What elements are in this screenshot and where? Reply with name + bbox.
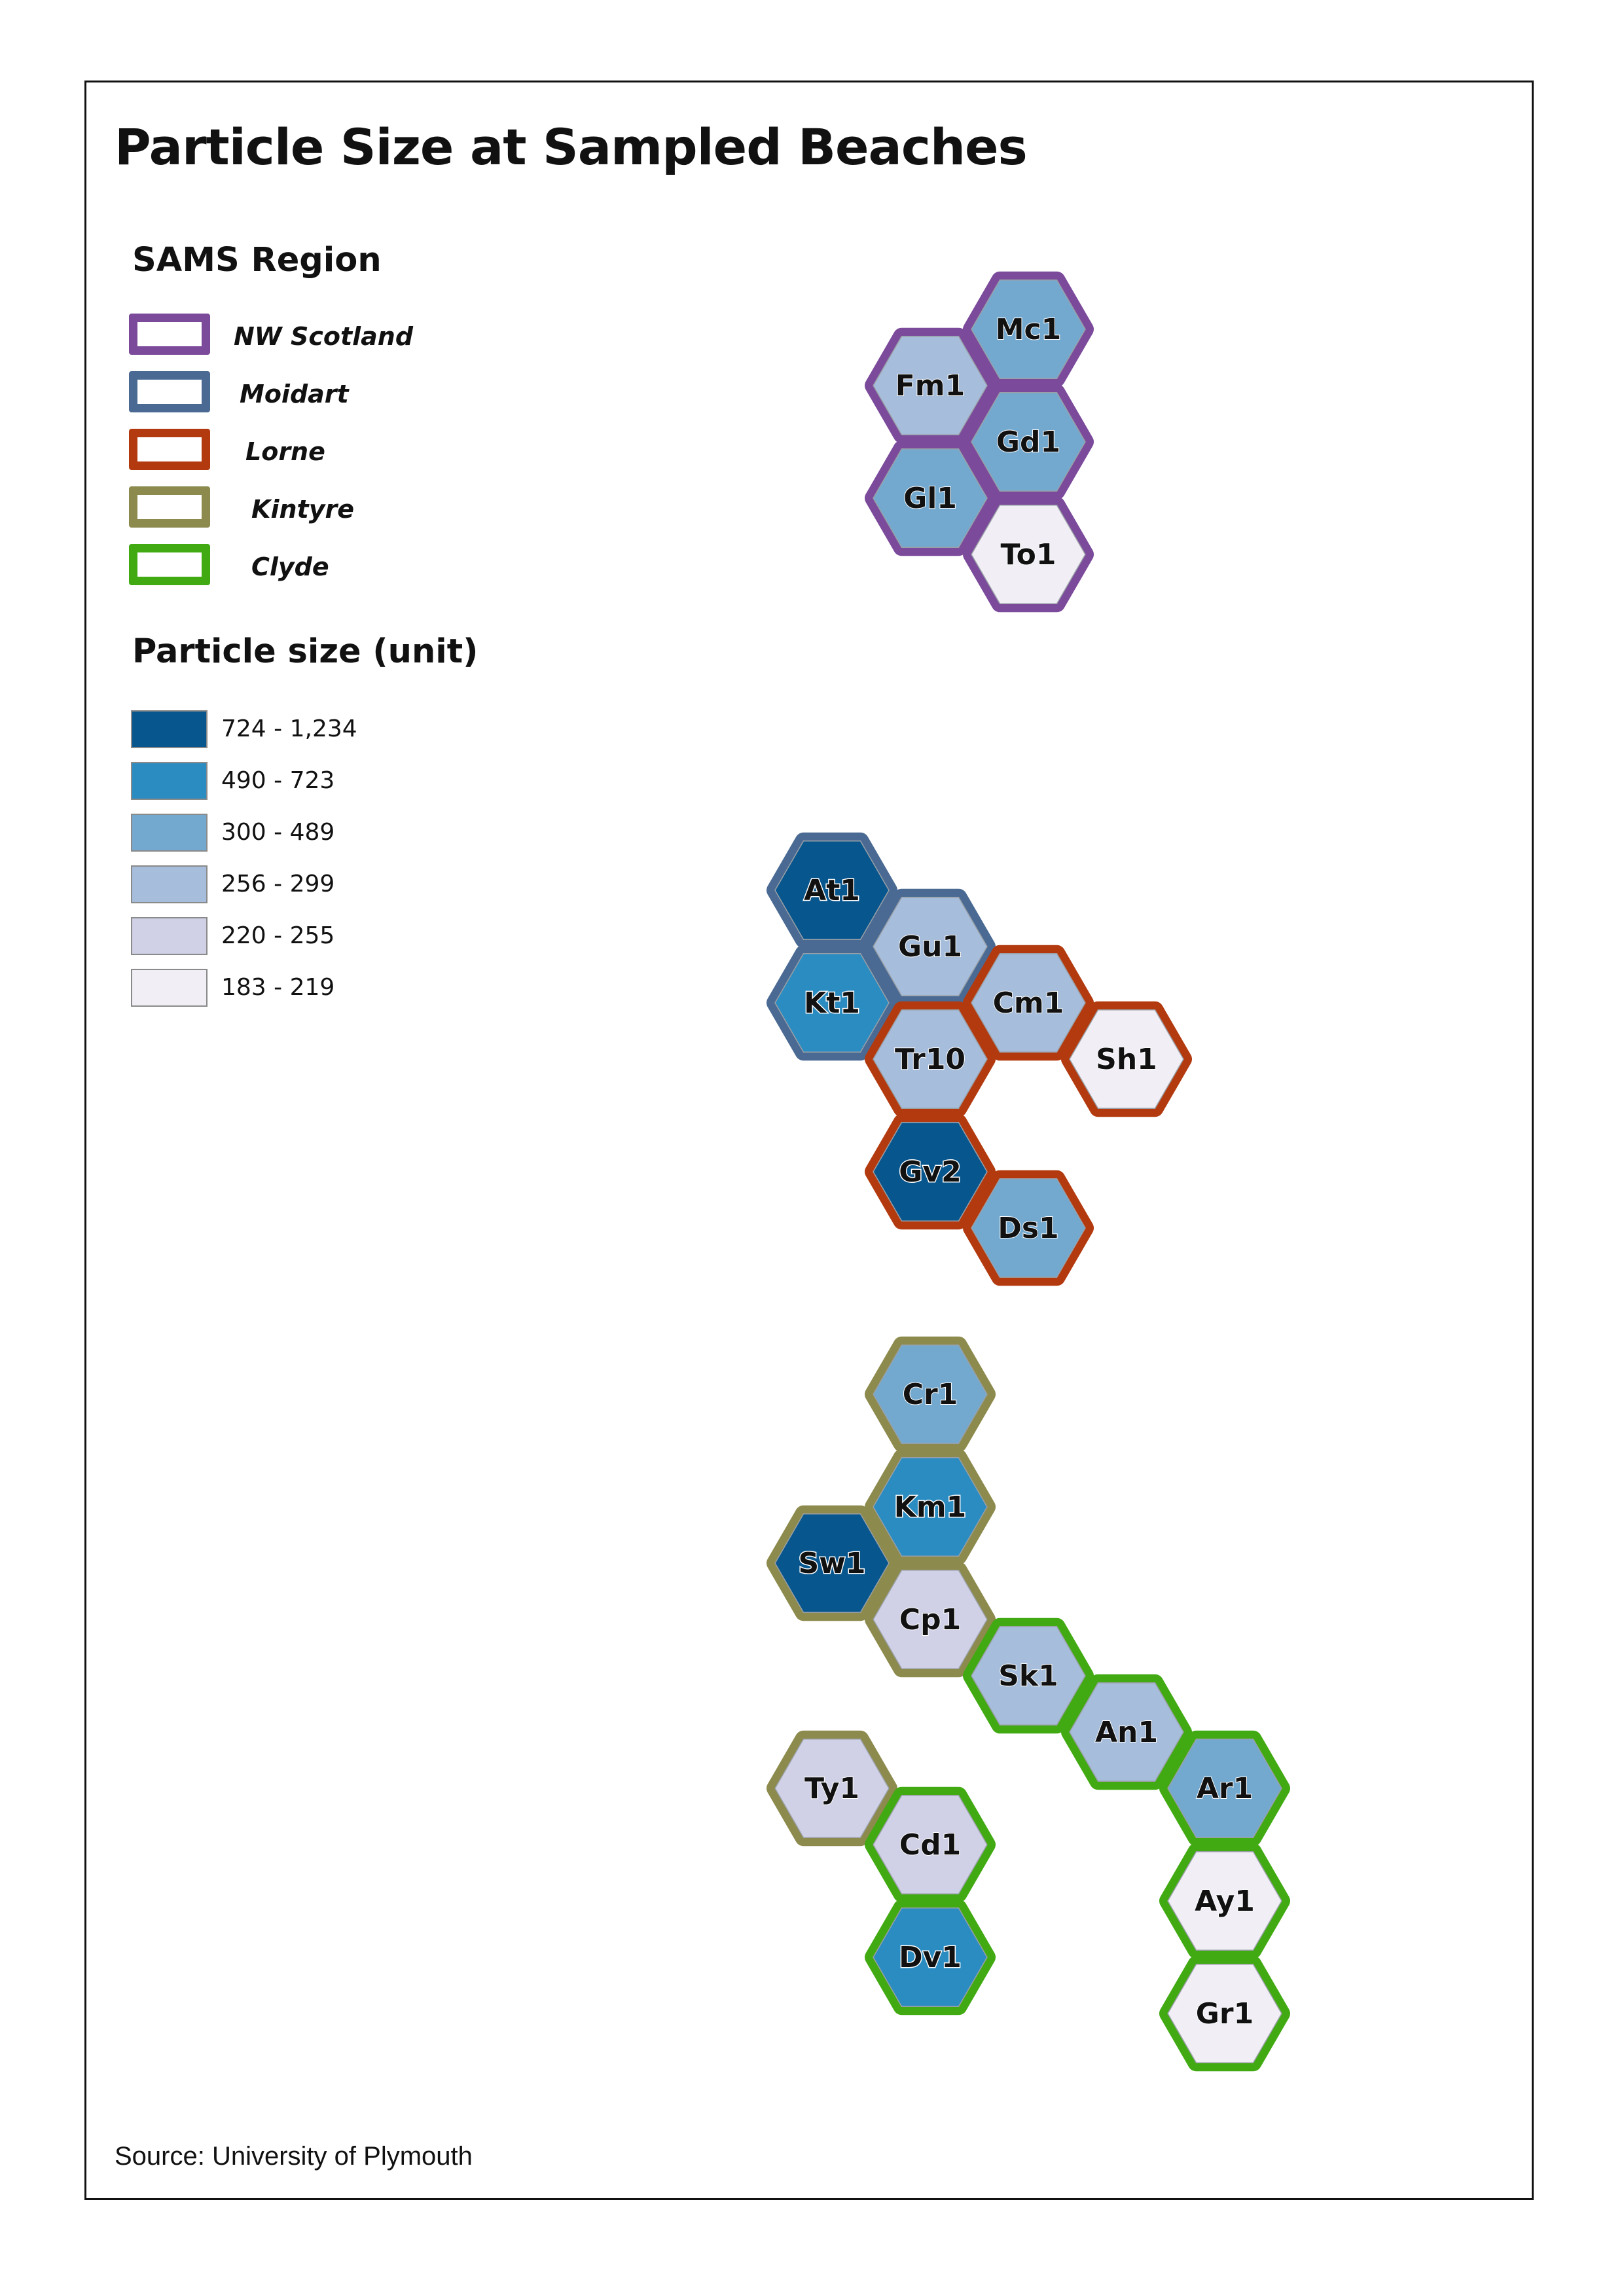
size-label-class-5: 220 - 255 [221,922,335,949]
beach-label-gl1: Gl1 [903,482,957,515]
beach-hex-sh1[interactable] [1069,1009,1184,1110]
beach-hex-cp1[interactable] [873,1569,988,1670]
beach-hex-gd1[interactable] [971,391,1086,492]
beach-hex-at1[interactable] [774,840,890,941]
beach-hex-gv2[interactable] [873,1121,988,1222]
beach-label-ar1: Ar1 [1197,1772,1253,1805]
beach-hex-gl1[interactable] [873,448,988,549]
region-swatch-lorne [129,429,210,470]
beach-hex-ar1[interactable] [1167,1738,1282,1839]
beach-label-cd1: Cd1 [899,1828,961,1862]
size-swatch-class-3 [131,814,208,852]
beach-hex-ay1[interactable] [1167,1851,1282,1951]
size-label-class-2: 490 - 723 [221,767,335,794]
beach-label-an1: An1 [1095,1716,1158,1749]
region-label-moidart: Moidart [240,380,349,408]
beach-label-km1: Km1 [894,1491,967,1524]
beach-hex-km1[interactable] [873,1456,988,1557]
beach-label-cr1: Cr1 [903,1378,958,1411]
beach-label-ds1: Ds1 [998,1212,1058,1245]
region-label-kintyre: Kintyre [251,495,354,524]
beach-hex-an1[interactable] [1069,1682,1184,1782]
size-label-class-3: 300 - 489 [221,819,335,846]
map-title: Particle Size at Sampled Beaches [115,118,1028,176]
beach-label-mc1: Mc1 [996,313,1061,346]
beach-label-to1: To1 [1000,538,1056,571]
beach-label-gr1: Gr1 [1196,1997,1254,2031]
beach-hex-cr1[interactable] [873,1344,988,1445]
beach-label-ay1: Ay1 [1195,1885,1255,1918]
size-swatch-class-1 [131,710,208,748]
region-swatch-kintyre [129,486,210,528]
beach-label-sk1: Sk1 [998,1659,1058,1693]
beach-label-kt1: Kt1 [804,986,860,1020]
beach-hex-mc1[interactable] [971,279,1086,380]
beach-label-sw1: Sw1 [799,1547,866,1580]
beach-hex-fm1[interactable] [873,335,988,436]
beach-hex-to1[interactable] [971,504,1086,605]
beach-hex-cm1[interactable] [971,952,1086,1053]
size-label-class-4: 256 - 299 [221,871,335,897]
beach-hex-tr10[interactable] [873,1009,988,1110]
size-swatch-class-6 [131,969,208,1007]
beach-label-ty1: Ty1 [804,1772,859,1805]
particle-size-fill-layer [774,279,1282,2064]
region-legend-heading: SAMS Region [132,241,382,280]
beach-hex-cd1[interactable] [873,1794,988,1895]
beach-label-gd1: Gd1 [996,425,1060,459]
size-label-class-6: 183 - 219 [221,974,335,1001]
region-label-lorne: Lorne [245,437,325,466]
size-swatch-class-5 [131,917,208,955]
region-swatch-clyde [129,544,210,585]
size-legend-heading: Particle size (unit) [132,632,478,671]
beach-label-at1: At1 [804,874,860,907]
beach-hex-ds1[interactable] [971,1178,1086,1278]
beach-hex-gu1[interactable] [873,896,988,997]
beach-label-cm1: Cm1 [993,986,1064,1020]
beach-label-gu1: Gu1 [898,930,962,964]
beach-label-fm1: Fm1 [895,369,965,403]
region-label-clyde: Clyde [251,552,329,581]
beach-hex-gr1[interactable] [1167,1963,1282,2064]
beach-label-tr10: Tr10 [895,1043,965,1076]
beach-label-dv1: Dv1 [899,1941,962,1974]
size-swatch-class-2 [131,762,208,800]
beach-hex-dv1[interactable] [873,1907,988,2008]
region-swatch-nw-scotland [129,314,210,355]
beach-label-gv2: Gv2 [899,1155,961,1189]
source-credit: Source: University of Plymouth [115,2142,473,2171]
beach-hex-kt1[interactable] [774,952,890,1053]
beach-label-sh1: Sh1 [1096,1043,1157,1076]
beach-hex-sk1[interactable] [971,1625,1086,1726]
map-frame [84,81,1534,2200]
size-label-class-1: 724 - 1,234 [221,715,357,742]
beach-label-cp1: Cp1 [899,1603,961,1636]
region-swatch-moidart [129,371,210,412]
beach-label-layer: Mc1 Fm1 Gd1 Gl1 To1 At1 Gu1 Kt1 Cm1 Tr10 Sh1 Gv2 Ds1… [797,312,1255,2031]
size-swatch-class-4 [131,865,208,903]
beach-hex-ty1[interactable] [774,1738,890,1839]
region-label-nw-scotland: NW Scotland [234,322,414,351]
beach-hex-sw1[interactable] [774,1513,890,1614]
